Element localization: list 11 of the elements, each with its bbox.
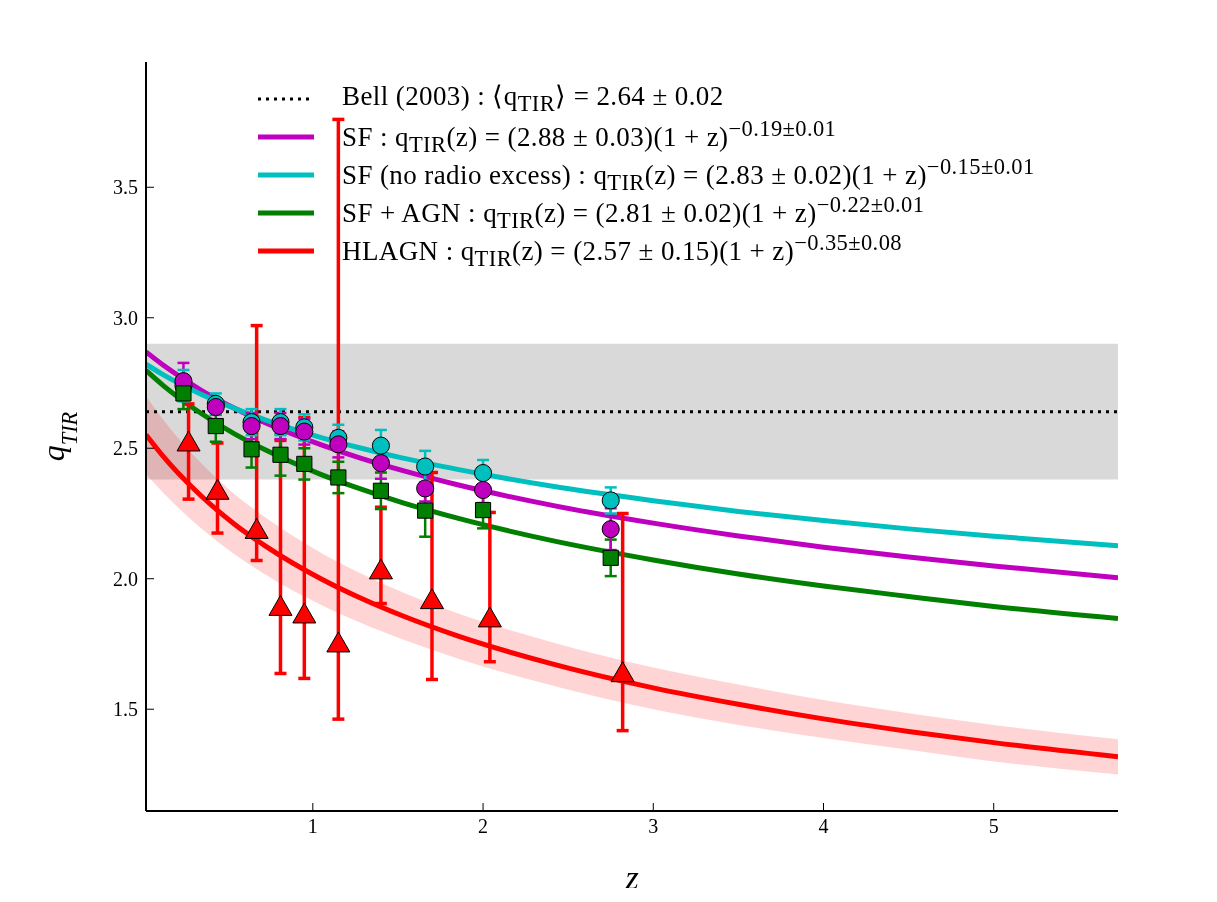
x-tick-label: 2 (478, 815, 489, 838)
y-tick-label: 2.0 (113, 567, 138, 590)
x-tick-label: 5 (988, 815, 999, 838)
legend-label: Bell (2003) : ⟨q$_{TIR}$⟩ = 2.64 ± 0.02 (342, 80, 724, 118)
y-tick-label: 2.5 (113, 437, 138, 460)
x-tick-label: 3 (648, 815, 659, 838)
y-tick-label: 3.5 (113, 176, 138, 199)
y-tick-label: 1.5 (113, 698, 138, 721)
x-tick-label: 4 (818, 815, 829, 838)
y-tick-label: 3.0 (113, 306, 138, 329)
x-tick-label: 1 (307, 815, 318, 838)
